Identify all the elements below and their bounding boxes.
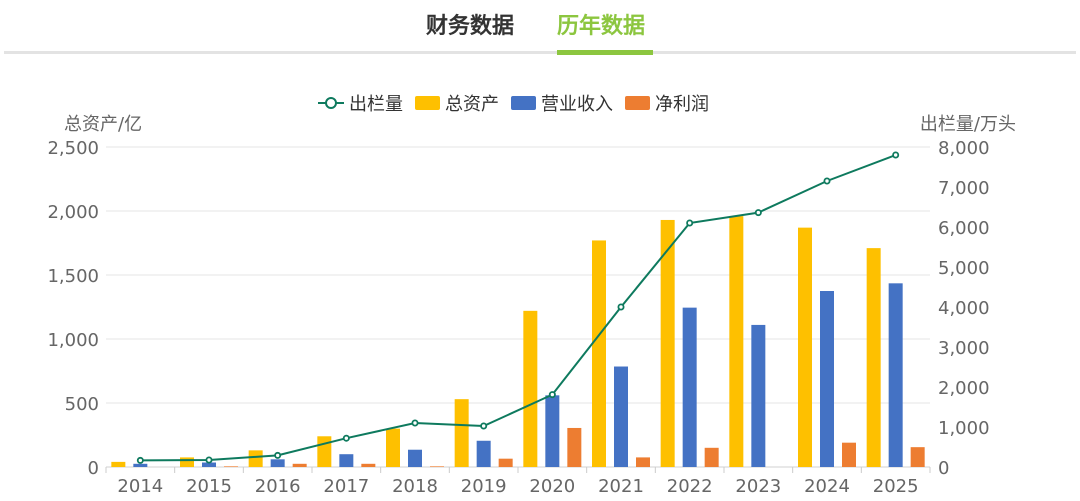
x-tick-label: 2018 <box>392 476 438 497</box>
line-point <box>754 209 762 217</box>
legend-label: 营业收入 <box>541 94 613 115</box>
y-right-tick-label: 1,000 <box>938 418 990 439</box>
bar-净利润 <box>224 466 238 467</box>
bar-总资产 <box>248 450 263 467</box>
legend-label: 净利润 <box>655 94 709 115</box>
x-tick-label: 2017 <box>323 476 369 497</box>
line-出栏量 <box>140 154 897 462</box>
y-left-tick-label: 0 <box>88 458 99 479</box>
active-tab-indicator <box>557 50 653 55</box>
bar-营业收入 <box>545 395 560 467</box>
line-point <box>136 456 144 464</box>
y-right-tick-label: 8,000 <box>938 138 990 159</box>
bar-净利润 <box>842 442 856 467</box>
y-right-tick-label: 3,000 <box>938 338 990 359</box>
bar-总资产 <box>317 436 332 467</box>
y-right-tick-label: 5,000 <box>938 258 990 279</box>
bar-总资产 <box>592 240 606 467</box>
bar-营业收入 <box>614 366 628 467</box>
bar-总资产 <box>798 227 812 467</box>
tab-financial-data[interactable]: 财务数据 <box>426 14 515 39</box>
x-tick-label: 2020 <box>529 476 575 497</box>
bar-营业收入 <box>820 291 834 467</box>
y-left-tick-label: 2,000 <box>47 202 99 223</box>
bar-营业收入 <box>133 463 148 467</box>
x-tick-label: 2015 <box>186 476 232 497</box>
x-tick-label: 2025 <box>873 476 919 497</box>
bar-营业收入 <box>202 462 216 467</box>
y-right-tick-label: 6,000 <box>938 218 990 239</box>
tab-divider <box>4 51 1076 54</box>
bar-总资产 <box>454 399 469 467</box>
y-left-tick-label: 500 <box>65 394 99 415</box>
bar-总资产 <box>729 216 744 467</box>
line-point <box>823 177 831 185</box>
bar-营业收入 <box>408 449 422 467</box>
bar-营业收入 <box>888 283 903 467</box>
y-right-tick-label: 0 <box>938 458 949 479</box>
bar-总资产 <box>866 248 881 467</box>
legend-swatch <box>511 96 536 110</box>
y-left-tick-label: 1,000 <box>47 330 99 351</box>
y-left-axis-label: 总资产/亿 <box>64 114 142 135</box>
bar-营业收入 <box>476 440 491 467</box>
x-tick-label: 2014 <box>117 476 163 497</box>
y-right-tick-label: 7,000 <box>938 178 990 199</box>
bar-净利润 <box>704 447 719 467</box>
bar-营业收入 <box>682 307 697 467</box>
line-point <box>480 422 488 430</box>
x-tick-label: 2019 <box>461 476 507 497</box>
bar-总资产 <box>386 428 400 467</box>
bar-净利润 <box>430 466 444 467</box>
line-point <box>548 391 556 399</box>
line-point <box>411 419 419 427</box>
combo-chart: 0 500 1,000 1,500 2,000 2,500 0 1,000 2,000 3,000… <box>47 94 1016 497</box>
line-point <box>342 434 350 442</box>
line-point <box>205 456 213 464</box>
y-left-tick-label: 1,500 <box>47 266 99 287</box>
bar-总资产 <box>111 461 126 467</box>
x-tick-label: 2016 <box>255 476 301 497</box>
y-left-tick-label: 2,500 <box>47 138 99 159</box>
x-tick-label: 2023 <box>735 476 781 497</box>
y-right-tick-label: 4,000 <box>938 298 990 319</box>
tab-bar: 财务数据 历年数据 <box>0 0 1080 56</box>
line-point <box>686 219 694 227</box>
x-tick-label: 2021 <box>598 476 644 497</box>
bar-净利润 <box>498 458 513 467</box>
x-tick-label: 2022 <box>667 476 713 497</box>
bar-总资产 <box>523 310 538 467</box>
bar-营业收入 <box>270 459 285 467</box>
legend-label: 出栏量 <box>349 94 403 115</box>
bar-净利润 <box>361 463 376 467</box>
bar-净利润 <box>910 447 925 467</box>
legend-swatch <box>625 96 650 110</box>
legend-label: 总资产 <box>445 94 499 115</box>
y-right-tick-label: 2,000 <box>938 378 990 399</box>
line-point <box>274 451 282 459</box>
bar-净利润 <box>636 457 650 467</box>
tab-historical-data[interactable]: 历年数据 <box>557 14 646 39</box>
bar-净利润 <box>567 427 582 467</box>
line-point <box>892 151 900 159</box>
legend-swatch <box>415 96 440 110</box>
bar-营业收入 <box>751 324 766 467</box>
bar-净利润 <box>292 463 307 467</box>
bar-营业收入 <box>339 454 354 467</box>
legend-marker <box>325 97 337 109</box>
bar-总资产 <box>660 219 675 467</box>
bar-总资产 <box>180 457 194 467</box>
x-tick-label: 2024 <box>804 476 850 497</box>
line-point <box>617 303 625 311</box>
y-right-axis-label: 出栏量/万头 <box>920 114 1016 135</box>
